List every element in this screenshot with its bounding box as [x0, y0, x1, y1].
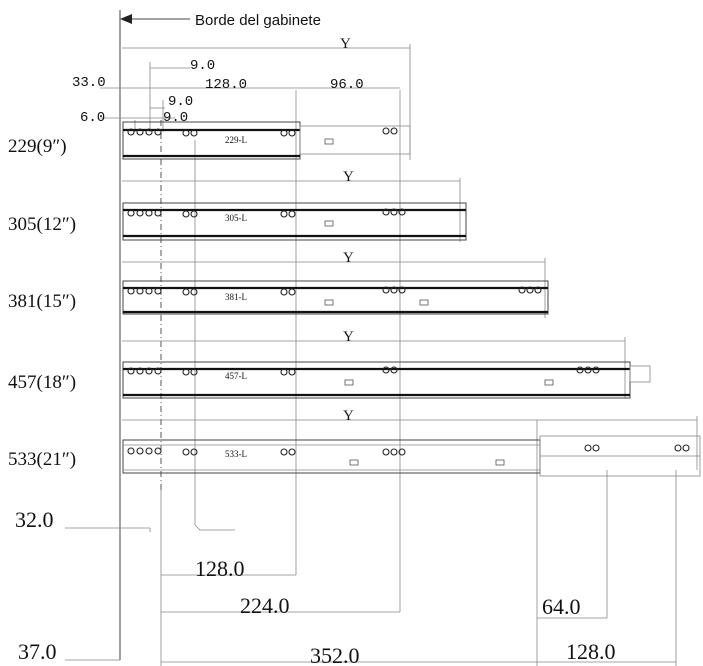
- slide-381-body: [122, 280, 549, 315]
- dim-33: 33.0: [72, 75, 106, 91]
- slide-457-size-label: 457(18″): [8, 372, 76, 393]
- dim-9-mid: 9.0: [168, 94, 193, 110]
- slide-533: Y 533-L 533(21″): [8, 408, 701, 477]
- slide-457: Y 457-L 457(18″): [8, 329, 651, 399]
- slide-305-width-label: Y: [343, 169, 354, 185]
- dim-32: 32.0: [15, 507, 54, 532]
- dim-128-bottom: 128.0: [195, 556, 245, 581]
- dim-224: 224.0: [240, 593, 290, 618]
- slide-381-size-label: 381(15″): [8, 291, 76, 312]
- slide-229-extension: [299, 125, 411, 155]
- slide-381-part-label: 381-L: [225, 292, 247, 302]
- cabinet-edge-arrowhead: [120, 14, 132, 24]
- slide-305-part-label: 305-L: [225, 213, 247, 223]
- dim-37: 37.0: [18, 639, 57, 664]
- slide-229-width-label: Y: [340, 36, 351, 52]
- slide-457-body: [122, 361, 631, 399]
- cabinet-edge-label: Borde del gabinete: [195, 12, 321, 29]
- dim-9-top: 9.0: [190, 58, 215, 74]
- slide-305: Y 305-L 305(12″): [8, 169, 467, 242]
- slide-305-body: [122, 202, 467, 241]
- dim-352: 352.0: [310, 643, 360, 666]
- dim-6: 6.0: [80, 110, 105, 126]
- bottom-dimensions: 32.0 128.0 224.0 64.0 37.0 352.0 128.0: [15, 507, 676, 666]
- slide-533-width-label: Y: [343, 408, 354, 424]
- slide-533-size-label: 533(21″): [8, 449, 76, 470]
- dim-128-right: 128.0: [566, 639, 616, 664]
- slide-229: Y 229-L 229(9″): [8, 36, 411, 160]
- dim-9-low: 9.0: [163, 110, 188, 126]
- slide-381-width-label: Y: [343, 250, 354, 266]
- slide-229-part-label: 229-L: [225, 135, 247, 145]
- slide-229-size-label: 229(9″): [8, 136, 67, 157]
- dim-96: 96.0: [330, 77, 364, 93]
- slide-381: Y 381-L 381(15″): [8, 250, 549, 318]
- slide-457-width-label: Y: [343, 329, 354, 345]
- slide-457-part-label: 457-L: [225, 371, 247, 381]
- slide-305-size-label: 305(12″): [8, 214, 76, 235]
- dim-64: 64.0: [542, 594, 581, 619]
- dim-128-top: 128.0: [205, 77, 247, 93]
- slide-533-part-label: 533-L: [225, 449, 247, 459]
- top-dimensions: 9.0 33.0 128.0 96.0 9.0 6.0 9.0: [72, 58, 400, 132]
- slide-229-body: [122, 121, 301, 160]
